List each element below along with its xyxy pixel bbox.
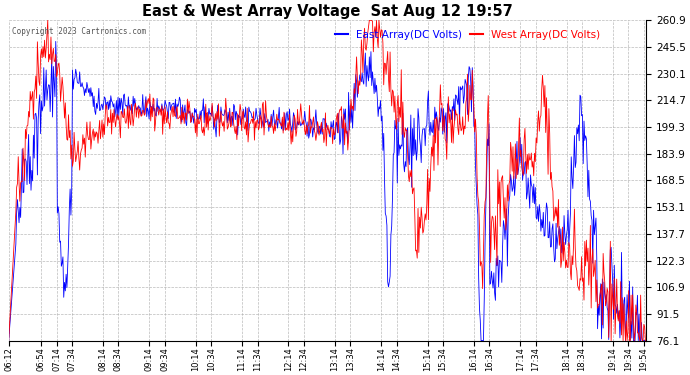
Text: Copyright 2023 Cartronics.com: Copyright 2023 Cartronics.com xyxy=(12,27,146,36)
West Array(DC Volts) xyxy=(44,60,52,64)
East Array(DC Volts) xyxy=(411,138,420,142)
East Array(DC Volts) xyxy=(554,231,562,235)
Title: East & West Array Voltage  Sat Aug 12 19:57: East & West Array Voltage Sat Aug 12 19:… xyxy=(142,4,513,19)
East Array(DC Volts) xyxy=(375,106,384,111)
Legend: East Array(DC Volts), West Array(DC Volts): East Array(DC Volts), West Array(DC Volt… xyxy=(331,26,604,44)
East Array(DC Volts) xyxy=(52,39,60,44)
East Array(DC Volts) xyxy=(393,123,401,128)
East Array(DC Volts) xyxy=(489,286,497,290)
West Array(DC Volts) xyxy=(411,249,420,253)
East Array(DC Volts) xyxy=(43,87,52,92)
Line: East Array(DC Volts): East Array(DC Volts) xyxy=(9,41,647,340)
West Array(DC Volts) xyxy=(5,338,13,343)
East Array(DC Volts) xyxy=(5,338,13,343)
West Array(DC Volts) xyxy=(393,127,401,131)
Line: West Array(DC Volts): West Array(DC Volts) xyxy=(9,20,647,340)
East Array(DC Volts) xyxy=(642,338,651,343)
West Array(DC Volts) xyxy=(375,27,384,31)
West Array(DC Volts) xyxy=(642,338,651,343)
West Array(DC Volts) xyxy=(554,197,562,202)
West Array(DC Volts) xyxy=(43,18,52,22)
West Array(DC Volts) xyxy=(489,216,497,220)
